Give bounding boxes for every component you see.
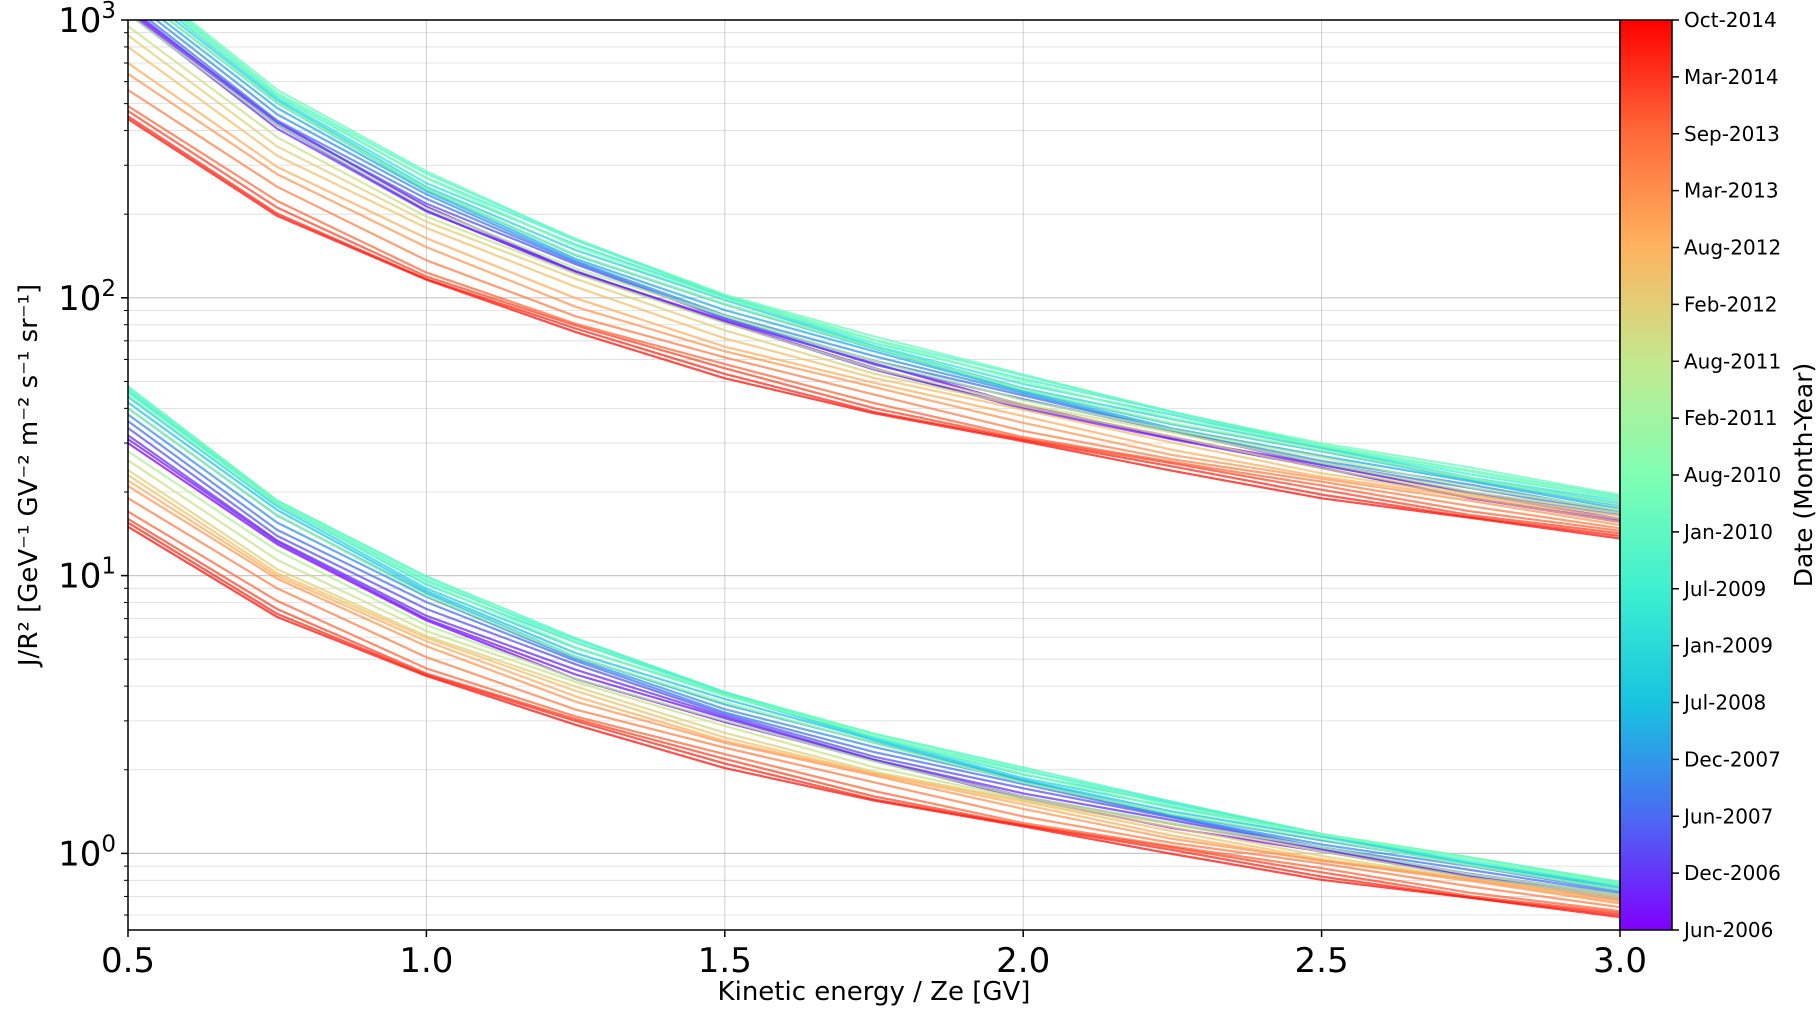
- series-line-lower-14: [128, 407, 1620, 891]
- colorbar-tick-label-11: Feb-2012: [1684, 292, 1778, 316]
- series-line-upper-7: [167, 20, 1620, 508]
- colorbar-tick-label-2: Jun-2007: [1682, 804, 1773, 828]
- colorbar-tick-label-3: Dec-2007: [1684, 747, 1781, 771]
- colorbar-tick-label-14: Sep-2013: [1684, 122, 1780, 146]
- y-tick-base-0: 10: [58, 834, 101, 874]
- series-line-upper-4: [147, 20, 1620, 515]
- series-line-upper-21: [128, 89, 1620, 530]
- colorbar-tick-label-8: Aug-2010: [1684, 463, 1781, 487]
- colorbar-tick-label-0: Jun-2006: [1682, 918, 1773, 942]
- series-line-lower-25: [128, 525, 1620, 919]
- colorbar-tick-label-15: Mar-2014: [1684, 65, 1779, 89]
- colorbar-label: Date (Month-Year): [1789, 363, 1818, 588]
- series-line-lower-21: [128, 497, 1620, 909]
- y-tick-label-1: 101: [58, 554, 116, 597]
- series-line-lower-17: [128, 469, 1620, 900]
- colorbar: [1619, 19, 1673, 931]
- x-tick-label-5: 3.0: [1593, 941, 1647, 981]
- series-line-upper-23: [128, 110, 1620, 535]
- series-line-upper-24: [128, 115, 1620, 537]
- series-line-lower-20: [128, 485, 1620, 905]
- x-tick-label-3: 2.0: [996, 941, 1050, 981]
- series-line-upper-25: [128, 118, 1620, 540]
- series-line-upper-14: [167, 20, 1620, 506]
- colorbar-tick-label-4: Jul-2008: [1682, 691, 1766, 715]
- series-line-upper-1: [138, 20, 1620, 524]
- series-line-upper-16: [128, 25, 1620, 515]
- y-tick-exp-0: 0: [101, 831, 116, 857]
- series-line-lower-22: [128, 510, 1620, 913]
- y-tick-exp-2: 2: [101, 276, 116, 302]
- y-tick-base-2: 10: [58, 279, 101, 319]
- series-line-upper-19: [128, 62, 1620, 524]
- series-line-upper-6: [161, 20, 1620, 510]
- series-line-upper-2: [135, 20, 1620, 522]
- x-tick-label-0: 0.5: [101, 941, 155, 981]
- series-line-upper-0: [141, 20, 1620, 520]
- x-axis-label: Kinetic energy / Ze [GV]: [718, 977, 1031, 1007]
- y-axis-label: J/R² [GeV⁻¹ GV⁻² m⁻² s⁻¹ sr⁻¹]: [14, 284, 44, 668]
- series-line-upper-22: [128, 105, 1620, 532]
- y-tick-label-3: 103: [58, 0, 116, 41]
- y-tick-label-2: 102: [58, 276, 116, 319]
- series-line-upper-3: [143, 20, 1620, 517]
- series-line-lower-4: [128, 420, 1620, 895]
- colorbar-tick-label-13: Mar-2013: [1684, 179, 1779, 203]
- series-line-upper-15: [134, 20, 1620, 512]
- y-tick-base-1: 10: [58, 557, 101, 597]
- series-line-upper-12: [187, 20, 1620, 497]
- colorbar-tick-label-6: Jul-2009: [1682, 577, 1766, 601]
- series-line-lower-13: [128, 393, 1620, 886]
- colorbar-tick-label-1: Dec-2006: [1684, 861, 1781, 885]
- colorbar-tick-label-9: Feb-2011: [1684, 406, 1778, 430]
- series-line-upper-10: [181, 20, 1620, 500]
- colorbar-tick-label-12: Aug-2012: [1684, 236, 1781, 260]
- data-curves: [128, 20, 1620, 919]
- x-tick-label-2: 1.5: [698, 941, 752, 981]
- series-line-lower-2: [128, 434, 1620, 898]
- series-line-lower-16: [128, 459, 1620, 898]
- series-line-upper-17: [128, 34, 1620, 517]
- series-line-upper-9: [177, 20, 1620, 502]
- x-tick-label-4: 2.5: [1295, 941, 1349, 981]
- series-line-upper-13: [180, 20, 1620, 501]
- y-tick-base-3: 10: [58, 1, 101, 41]
- colorbar-tick-label-16: Oct-2014: [1684, 8, 1777, 32]
- series-line-lower-23: [128, 517, 1620, 915]
- series-line-lower-0: [128, 442, 1620, 901]
- colorbar-tick-label-5: Jan-2009: [1682, 634, 1773, 658]
- series-line-lower-15: [128, 450, 1620, 896]
- x-tick-label-1: 1.0: [399, 941, 453, 981]
- y-tick-exp-1: 1: [101, 554, 116, 580]
- series-line-lower-24: [128, 521, 1620, 917]
- y-tick-exp-3: 3: [101, 0, 116, 24]
- series-line-lower-5: [128, 413, 1620, 893]
- y-tick-label-0: 100: [58, 831, 116, 874]
- series-line-upper-18: [128, 46, 1620, 520]
- series-line-upper-8: [172, 20, 1620, 505]
- series-line-upper-5: [154, 20, 1620, 513]
- x-axis-ticks: 0.5 1.0 1.5 2.0 2.5 3.0: [101, 930, 1647, 981]
- colorbar-ticks: Jun-2006 Dec-2006 Jun-2007 Dec-2007 Jul-2008…: [1672, 8, 1781, 942]
- series-line-upper-20: [128, 72, 1620, 527]
- colorbar-tick-label-10: Aug-2011: [1684, 349, 1781, 373]
- colorbar-tick-label-7: Jan-2010: [1682, 520, 1773, 544]
